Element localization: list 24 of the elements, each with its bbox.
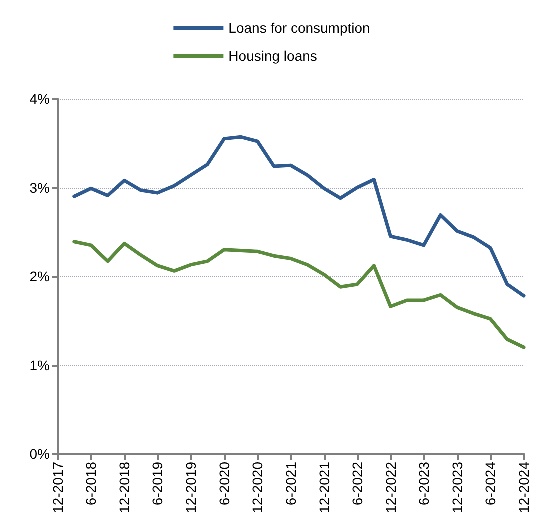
x-tick-label: 6-2024 <box>482 462 499 506</box>
y-tick-label: 2% <box>30 268 50 284</box>
x-tick-label: 12-2024 <box>516 462 532 514</box>
x-tick-label: 12-2017 <box>50 462 66 514</box>
x-tick-label: 12-2023 <box>449 462 466 514</box>
x-tick-label: 6-2022 <box>349 462 366 506</box>
y-tick-label: 1% <box>30 357 50 374</box>
x-tick-label: 6-2021 <box>282 462 299 506</box>
legend-label: Housing loans <box>228 48 318 64</box>
x-tick-label: 12-2021 <box>316 462 332 514</box>
x-tick-label: 6-2023 <box>416 462 432 506</box>
x-tick-label: 12-2022 <box>382 462 399 514</box>
x-tick-label: 6-2018 <box>83 462 100 506</box>
y-tick-label: 0% <box>30 446 50 462</box>
legend-label: Loans for consumption <box>228 20 370 36</box>
x-tick-label: 12-2019 <box>183 462 200 514</box>
x-tick-label: 12-2018 <box>116 462 133 514</box>
x-tick-label: 12-2020 <box>250 462 266 514</box>
y-tick-label: 3% <box>30 180 50 196</box>
line-series <box>72 135 526 298</box>
line-series <box>72 240 526 350</box>
y-tick-label: 4% <box>30 91 50 107</box>
x-tick-label: 6-2020 <box>216 462 232 506</box>
x-tick-label: 6-2019 <box>150 462 166 506</box>
